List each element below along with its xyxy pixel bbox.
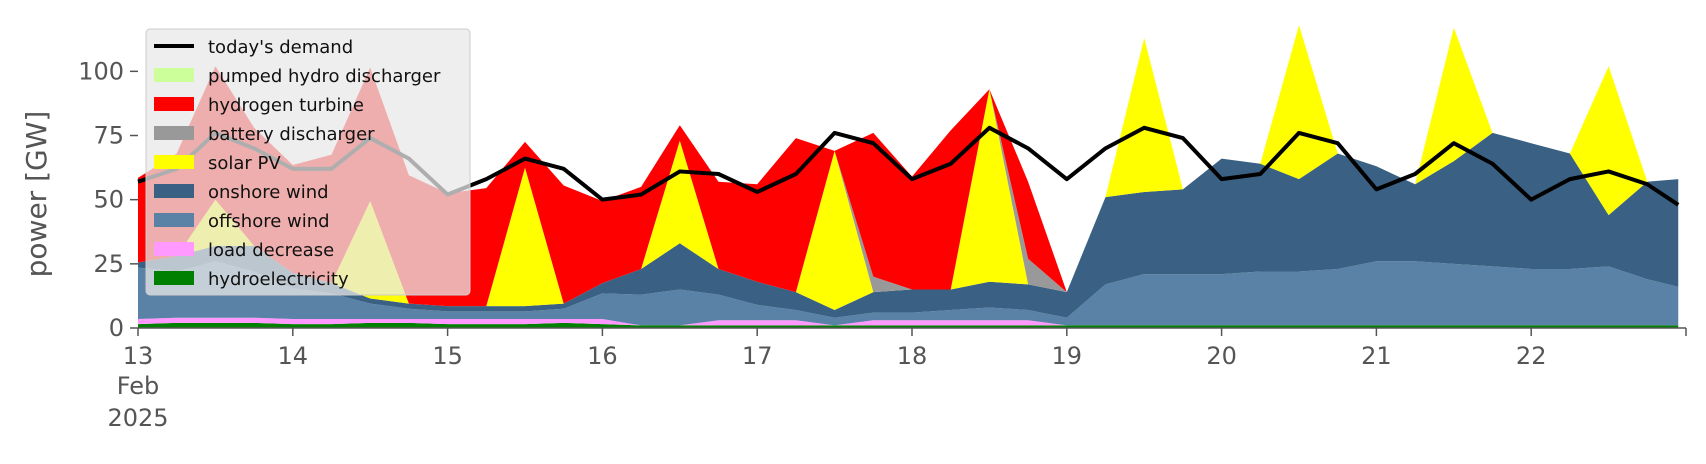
x-tick-label: 20 (1206, 342, 1237, 370)
legend-label: solar PV (208, 153, 281, 174)
y-tick-label: 0 (109, 314, 124, 342)
legend-label: pumped hydro discharger (208, 66, 441, 87)
solar-pv-area (138, 25, 1679, 311)
legend-label: today's demand (208, 37, 353, 58)
legend-swatch (154, 242, 194, 256)
legend-label: battery discharger (208, 124, 375, 145)
y-tick-label: 100 (78, 57, 124, 85)
legend-label: load decrease (208, 240, 334, 261)
legend-label: hydroelectricity (208, 269, 349, 290)
x-tick-label: 18 (897, 342, 928, 370)
area-layer (138, 25, 1679, 328)
legend-box (145, 28, 471, 296)
legend-swatch (154, 155, 194, 169)
x-tick-sublabel: 2025 (107, 404, 168, 432)
onshore-wind-area (138, 132, 1679, 318)
y-axis-label: power [GW] (20, 111, 53, 278)
legend-swatch (154, 271, 194, 285)
x-tick-label: 17 (742, 342, 773, 370)
x-tick-label: 22 (1516, 342, 1547, 370)
load-decrease-area (138, 317, 1679, 326)
x-tick-sublabel: Feb (117, 372, 160, 400)
x-tick-label: 13 (123, 342, 154, 370)
x-tick-label: 14 (278, 342, 309, 370)
legend-swatch (154, 213, 194, 227)
legend-swatch (154, 184, 194, 198)
legend: today's demand pumped hydro discharger hyd… (145, 28, 471, 296)
legend-swatch (154, 97, 194, 111)
legend-swatch (154, 126, 194, 140)
legend-label: offshore wind (208, 211, 330, 232)
y-tick-label: 75 (93, 122, 124, 150)
legend-label: hydrogen turbine (208, 95, 364, 116)
x-tick-label: 15 (432, 342, 463, 370)
offshore-wind-area (138, 261, 1679, 326)
x-tick-label: 19 (1052, 342, 1083, 370)
x-tick-label: 21 (1361, 342, 1392, 370)
legend-label: onshore wind (208, 182, 329, 203)
legend-swatch (154, 68, 194, 82)
x-tick-label: 16 (587, 342, 618, 370)
y-tick-label: 50 (93, 186, 124, 214)
y-tick-label: 25 (93, 250, 124, 278)
hydrogen-turbine-area (138, 25, 1679, 307)
